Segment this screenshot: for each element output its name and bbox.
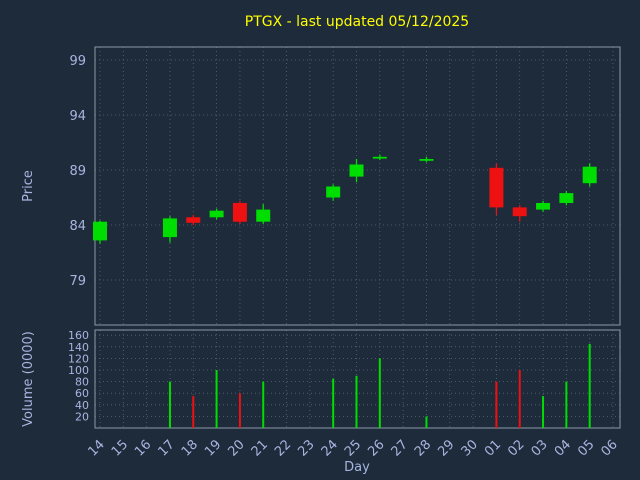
volume-tick-label: 40 bbox=[75, 399, 89, 412]
candle-body-05 bbox=[582, 166, 597, 184]
candle-body-17 bbox=[162, 218, 177, 238]
volume-tick-label: 100 bbox=[68, 364, 89, 377]
volume-tick-label: 140 bbox=[68, 341, 89, 354]
price-tick-label: 84 bbox=[69, 219, 86, 234]
candlesticks bbox=[93, 154, 597, 244]
price-tick-label: 79 bbox=[69, 274, 86, 289]
price-tick-label: 89 bbox=[69, 164, 86, 179]
candle-body-19 bbox=[209, 210, 224, 218]
volume-tick-label: 80 bbox=[75, 376, 89, 389]
candle-body-25 bbox=[349, 164, 364, 177]
candle-body-04 bbox=[559, 193, 574, 203]
volume-bars bbox=[168, 343, 591, 428]
candle-body-28 bbox=[419, 159, 434, 161]
candle-body-21 bbox=[256, 209, 271, 222]
volume-tick-label: 120 bbox=[68, 352, 89, 365]
candle-body-26 bbox=[372, 156, 387, 159]
candle-body-03 bbox=[536, 203, 551, 210]
volume-axis-label: Volume (0000) bbox=[21, 331, 36, 427]
volume-tick-label: 20 bbox=[75, 410, 89, 423]
price-tick-label: 94 bbox=[69, 109, 86, 124]
candle-body-18 bbox=[186, 217, 201, 223]
price-tick-label: 99 bbox=[69, 54, 86, 69]
candle-body-20 bbox=[232, 203, 247, 222]
candle-body-24 bbox=[326, 186, 341, 198]
candle-body-14 bbox=[93, 221, 107, 241]
candle-body-02 bbox=[512, 207, 527, 217]
price-axis-label: Price bbox=[21, 170, 36, 202]
volume-tick-label: 160 bbox=[68, 329, 89, 342]
panel-border bbox=[94, 46, 621, 326]
x-axis-label: Day bbox=[344, 460, 370, 475]
candle-body-01 bbox=[489, 167, 504, 208]
volume-tick-label: 60 bbox=[75, 387, 89, 400]
chart-title: PTGX - last updated 05/12/2025 bbox=[245, 14, 469, 30]
